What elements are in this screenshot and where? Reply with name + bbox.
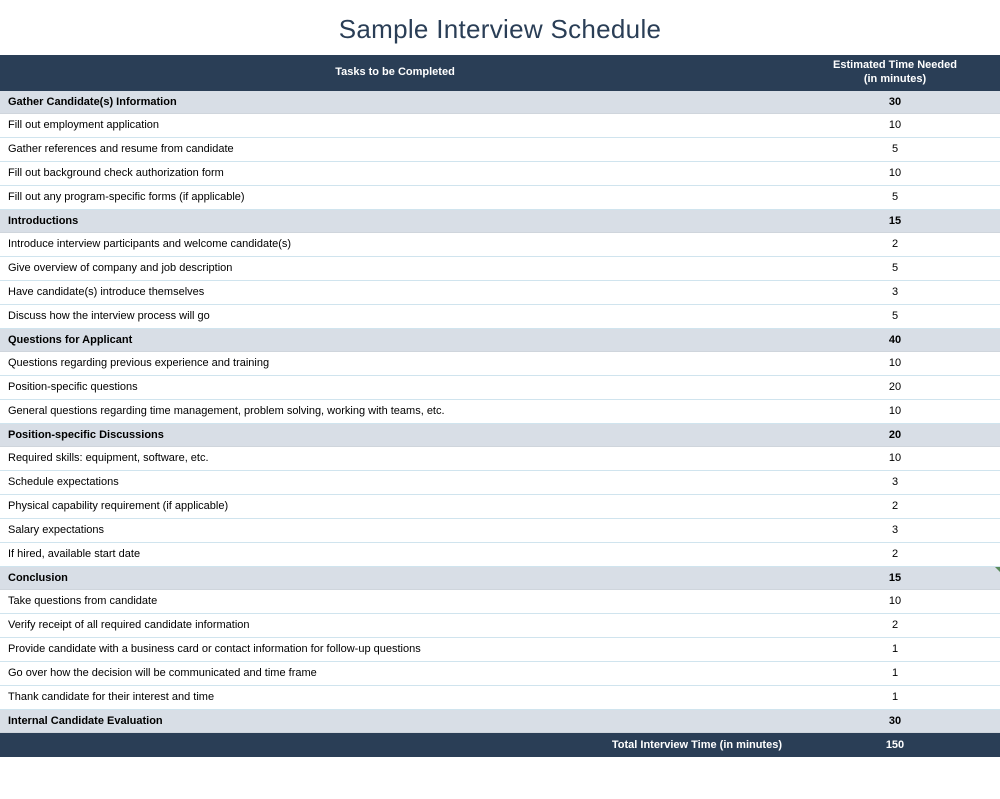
section-time: 20: [790, 423, 1000, 446]
section-time: 30: [790, 91, 1000, 114]
table-row: Discuss how the interview process will g…: [0, 304, 1000, 328]
table-row: Position-specific questions20: [0, 375, 1000, 399]
section-row: Gather Candidate(s) Information30: [0, 91, 1000, 114]
table-row: Gather references and resume from candid…: [0, 137, 1000, 161]
task-cell: Fill out background check authorization …: [0, 161, 790, 185]
section-time: 15: [790, 209, 1000, 232]
col-header-time-line1: Estimated Time Needed: [796, 59, 994, 73]
task-cell: Required skills: equipment, software, et…: [0, 446, 790, 470]
task-cell: Schedule expectations: [0, 470, 790, 494]
time-cell: 2: [790, 494, 1000, 518]
task-cell: If hired, available start date: [0, 542, 790, 566]
time-cell: 10: [790, 161, 1000, 185]
footer-total: 150: [790, 732, 1000, 757]
table-row: Salary expectations3: [0, 518, 1000, 542]
time-cell: 2: [790, 542, 1000, 566]
table-row: Fill out background check authorization …: [0, 161, 1000, 185]
time-cell: 1: [790, 661, 1000, 685]
table-row: Required skills: equipment, software, et…: [0, 446, 1000, 470]
time-cell: 2: [790, 613, 1000, 637]
task-cell: Take questions from candidate: [0, 589, 790, 613]
table-row: Fill out employment application10: [0, 113, 1000, 137]
time-cell: 3: [790, 280, 1000, 304]
table-header-row: Tasks to be Completed Estimated Time Nee…: [0, 55, 1000, 91]
table-row: Fill out any program-specific forms (if …: [0, 185, 1000, 209]
task-cell: General questions regarding time managem…: [0, 399, 790, 423]
task-cell: Verify receipt of all required candidate…: [0, 613, 790, 637]
table-row: General questions regarding time managem…: [0, 399, 1000, 423]
task-cell: Fill out employment application: [0, 113, 790, 137]
task-cell: Have candidate(s) introduce themselves: [0, 280, 790, 304]
section-row: Introductions15: [0, 209, 1000, 232]
time-cell: 3: [790, 470, 1000, 494]
task-cell: Thank candidate for their interest and t…: [0, 685, 790, 709]
col-header-time: Estimated Time Needed(in minutes): [790, 55, 1000, 91]
table-row: Questions regarding previous experience …: [0, 351, 1000, 375]
table-row: Go over how the decision will be communi…: [0, 661, 1000, 685]
section-name: Gather Candidate(s) Information: [0, 91, 790, 114]
table-row: Provide candidate with a business card o…: [0, 637, 1000, 661]
section-time: 15: [790, 566, 1000, 589]
task-cell: Position-specific questions: [0, 375, 790, 399]
table-row: Verify receipt of all required candidate…: [0, 613, 1000, 637]
task-cell: Questions regarding previous experience …: [0, 351, 790, 375]
task-cell: Gather references and resume from candid…: [0, 137, 790, 161]
table-row: Have candidate(s) introduce themselves3: [0, 280, 1000, 304]
task-cell: Provide candidate with a business card o…: [0, 637, 790, 661]
section-row: Conclusion15: [0, 566, 1000, 589]
time-cell: 20: [790, 375, 1000, 399]
task-cell: Give overview of company and job descrip…: [0, 256, 790, 280]
time-cell: 10: [790, 589, 1000, 613]
col-header-time-line2: (in minutes): [796, 73, 994, 87]
table-row: Take questions from candidate10: [0, 589, 1000, 613]
table-row: If hired, available start date2: [0, 542, 1000, 566]
section-time: 30: [790, 709, 1000, 732]
section-row: Internal Candidate Evaluation30: [0, 709, 1000, 732]
time-cell: 5: [790, 304, 1000, 328]
schedule-table: Tasks to be Completed Estimated Time Nee…: [0, 55, 1000, 757]
task-cell: Introduce interview participants and wel…: [0, 232, 790, 256]
table-row: Give overview of company and job descrip…: [0, 256, 1000, 280]
task-cell: Physical capability requirement (if appl…: [0, 494, 790, 518]
section-name: Internal Candidate Evaluation: [0, 709, 790, 732]
time-cell: 10: [790, 399, 1000, 423]
time-cell: 1: [790, 637, 1000, 661]
footer-row: Total Interview Time (in minutes) 150: [0, 732, 1000, 757]
table-row: Physical capability requirement (if appl…: [0, 494, 1000, 518]
col-header-tasks: Tasks to be Completed: [0, 55, 790, 91]
time-cell: 10: [790, 446, 1000, 470]
footer-label: Total Interview Time (in minutes): [0, 732, 790, 757]
time-cell: 10: [790, 351, 1000, 375]
task-cell: Discuss how the interview process will g…: [0, 304, 790, 328]
section-name: Position-specific Discussions: [0, 423, 790, 446]
section-name: Questions for Applicant: [0, 328, 790, 351]
time-cell: 1: [790, 685, 1000, 709]
task-cell: Salary expectations: [0, 518, 790, 542]
task-cell: Go over how the decision will be communi…: [0, 661, 790, 685]
section-row: Questions for Applicant40: [0, 328, 1000, 351]
table-row: Introduce interview participants and wel…: [0, 232, 1000, 256]
page-title: Sample Interview Schedule: [0, 0, 1000, 55]
section-name: Conclusion: [0, 566, 790, 589]
time-cell: 2: [790, 232, 1000, 256]
table-row: Schedule expectations3: [0, 470, 1000, 494]
time-cell: 10: [790, 113, 1000, 137]
time-cell: 5: [790, 185, 1000, 209]
section-name: Introductions: [0, 209, 790, 232]
task-cell: Fill out any program-specific forms (if …: [0, 185, 790, 209]
time-cell: 5: [790, 137, 1000, 161]
section-row: Position-specific Discussions20: [0, 423, 1000, 446]
table-row: Thank candidate for their interest and t…: [0, 685, 1000, 709]
time-cell: 5: [790, 256, 1000, 280]
time-cell: 3: [790, 518, 1000, 542]
section-time: 40: [790, 328, 1000, 351]
